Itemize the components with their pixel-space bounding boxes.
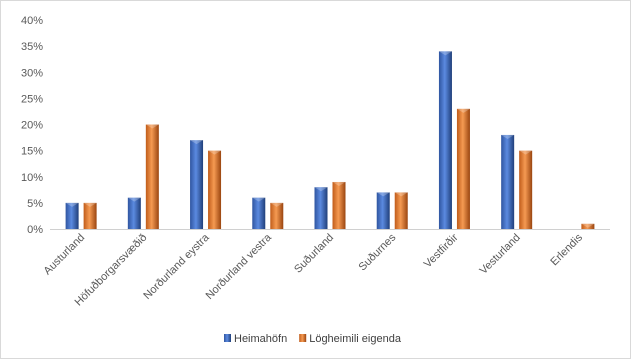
bar-bevel bbox=[65, 202, 79, 207]
bar-heimahofn-3 bbox=[252, 197, 266, 229]
y-axis: 0% 5% 10% 15% 20% 25% 30% 35% 40% bbox=[21, 15, 43, 236]
bar-heimahofn-0 bbox=[65, 202, 79, 229]
category-label: Vestfirðir bbox=[422, 231, 461, 270]
y-tick-label: 35% bbox=[21, 41, 43, 53]
y-tick-label: 30% bbox=[21, 67, 43, 79]
category-label: Norðurland eystra bbox=[141, 231, 212, 302]
bars bbox=[65, 51, 595, 229]
bar-logheimili-4 bbox=[332, 181, 346, 229]
legend: Heimahöfn Lögheimili eigenda bbox=[224, 333, 402, 345]
bar-bevel bbox=[519, 150, 533, 155]
bar-bevel bbox=[190, 140, 204, 145]
bar-logheimili-2 bbox=[208, 150, 222, 229]
bar-bevel bbox=[83, 202, 97, 207]
category-label: Austurland bbox=[42, 232, 88, 278]
y-tick-label: 40% bbox=[21, 15, 43, 27]
y-tick-label: 25% bbox=[21, 93, 43, 105]
bar-bevel bbox=[145, 124, 159, 129]
category-label: Suðurland bbox=[292, 232, 336, 276]
bar-bevel bbox=[501, 134, 515, 139]
category-label: Suðurnes bbox=[357, 231, 399, 273]
y-tick-label: 15% bbox=[21, 146, 43, 158]
y-tick-label: 10% bbox=[21, 172, 43, 184]
bar-logheimili-5 bbox=[394, 192, 408, 229]
category-label: Norðurland vestra bbox=[204, 231, 275, 302]
y-tick-label: 5% bbox=[27, 198, 43, 210]
bar-bevel bbox=[581, 223, 595, 228]
bar-bevel bbox=[208, 150, 222, 155]
bar-bevel bbox=[376, 192, 390, 197]
bar-bevel bbox=[394, 192, 408, 197]
bar-heimahofn-6 bbox=[438, 51, 452, 229]
bar-heimahofn-1 bbox=[127, 197, 141, 229]
category-label: Erlendis bbox=[548, 231, 585, 268]
bar-bevel bbox=[438, 51, 452, 56]
bar-logheimili-6 bbox=[456, 108, 470, 229]
bar-heimahofn-4 bbox=[314, 187, 328, 229]
bar-logheimili-1 bbox=[145, 124, 159, 229]
bar-heimahofn-2 bbox=[190, 140, 204, 229]
bar-logheimili-0 bbox=[83, 202, 97, 229]
legend-label: Heimahöfn bbox=[234, 333, 287, 345]
legend-label: Lögheimili eigenda bbox=[309, 333, 402, 345]
legend-swatch bbox=[224, 334, 231, 342]
bar-logheimili-3 bbox=[270, 202, 284, 229]
bar-logheimili-8 bbox=[581, 223, 595, 229]
bar-heimahofn-7 bbox=[501, 134, 515, 229]
bar-bevel bbox=[332, 181, 346, 186]
category-label: Vesturland bbox=[478, 232, 523, 277]
bar-logheimili-7 bbox=[519, 150, 533, 229]
bar-bevel bbox=[314, 187, 328, 192]
bar-bevel bbox=[456, 108, 470, 113]
legend-swatch bbox=[299, 334, 307, 342]
bar-heimahofn-5 bbox=[376, 192, 390, 229]
bar-bevel bbox=[270, 202, 284, 207]
bar-bevel bbox=[252, 197, 266, 202]
y-tick-label: 0% bbox=[27, 224, 43, 236]
bar-bevel bbox=[127, 197, 141, 202]
y-tick-label: 20% bbox=[21, 120, 43, 132]
